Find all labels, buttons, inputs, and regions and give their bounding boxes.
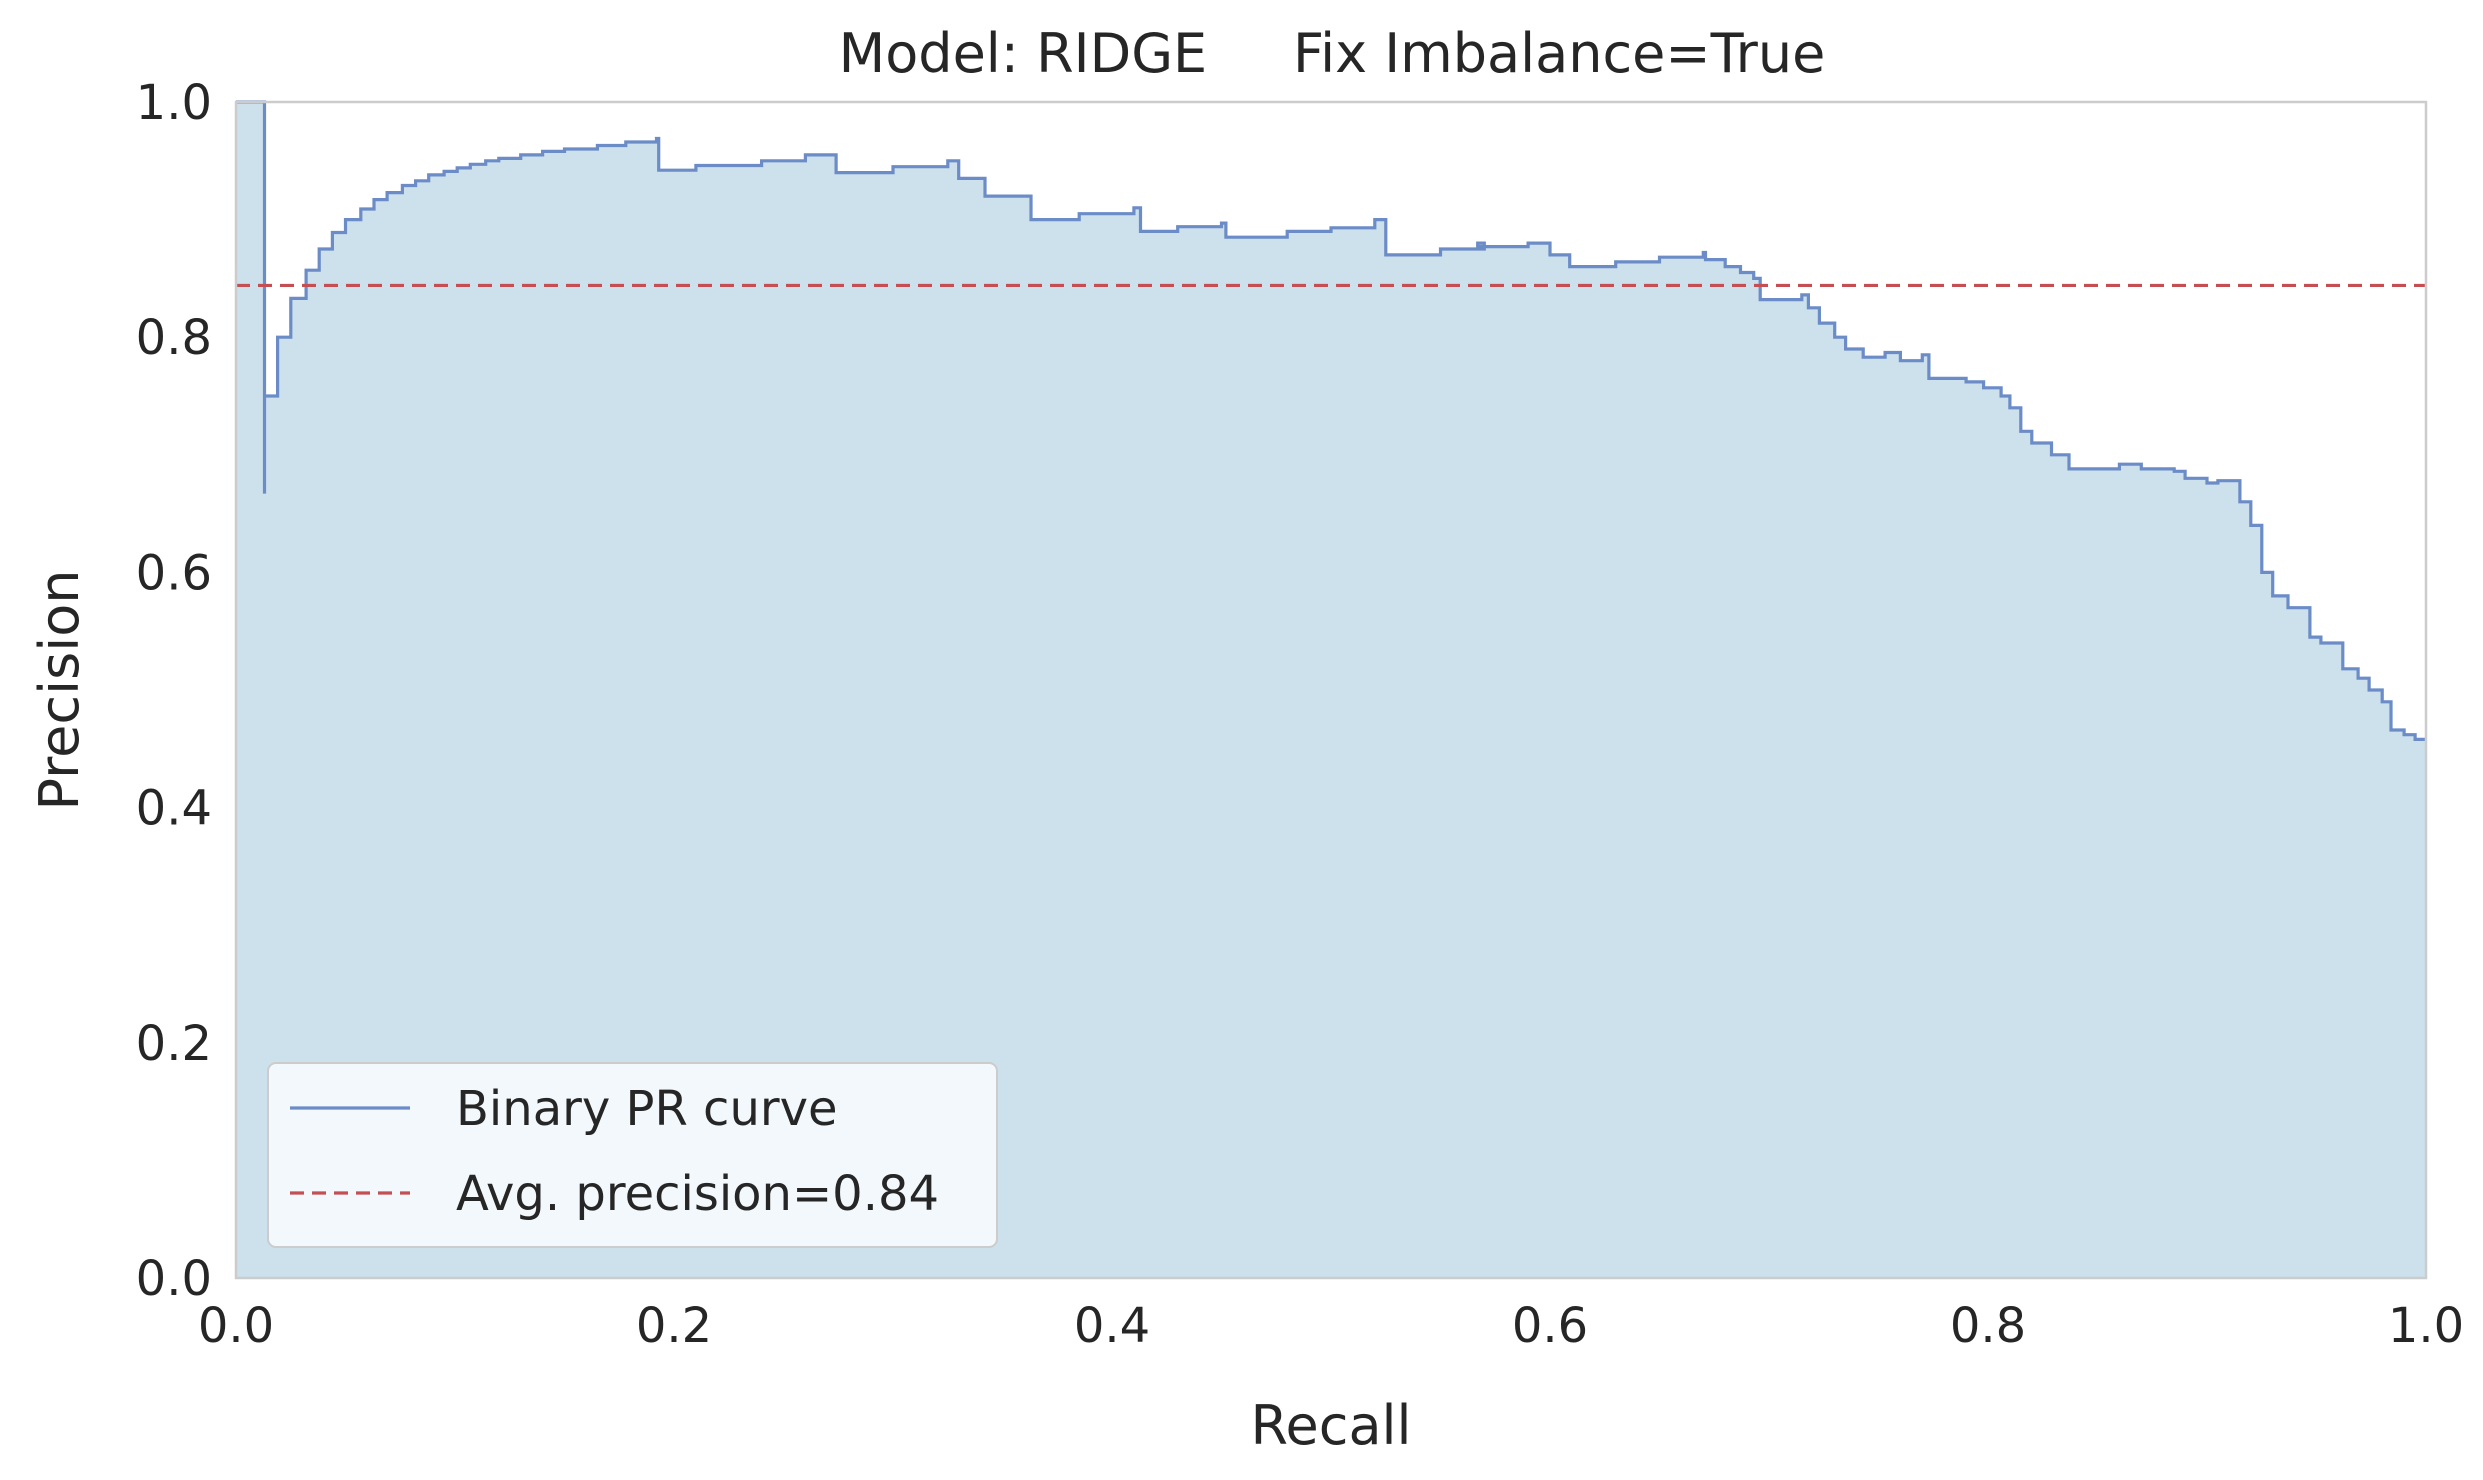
y-axis-ticks: 0.0 0.2 0.4 0.6 0.8 1.0 [136, 75, 212, 1307]
chart-title: Model: RIDGE Fix Imbalance=True [839, 22, 1826, 85]
y-tick-label: 0.0 [136, 1251, 212, 1307]
x-tick-label: 0.8 [1950, 1298, 2026, 1354]
pr-curve-line [236, 100, 2426, 741]
legend-label-pr-curve: Binary PR curve [456, 1081, 838, 1137]
x-tick-label: 0.2 [636, 1298, 712, 1354]
legend-label-avg-precision: Avg. precision=0.84 [456, 1166, 939, 1222]
pr-curve-fill [236, 102, 2426, 1278]
y-tick-label: 0.6 [136, 545, 212, 601]
x-tick-label: 0.6 [1512, 1298, 1588, 1354]
legend: Binary PR curve Avg. precision=0.84 [267, 1062, 998, 1248]
y-tick-label: 1.0 [136, 75, 212, 131]
y-axis-label: Precision [28, 570, 91, 811]
x-tick-label: 1.0 [2388, 1298, 2464, 1354]
x-axis-ticks: 0.0 0.2 0.4 0.6 0.8 1.0 [198, 1298, 2464, 1354]
y-tick-label: 0.8 [136, 310, 212, 366]
x-axis-label: Recall [1250, 1394, 1411, 1457]
x-tick-label: 0.0 [198, 1298, 274, 1354]
y-tick-label: 0.4 [136, 781, 212, 837]
legend-box [267, 1062, 998, 1248]
y-tick-label: 0.2 [136, 1016, 212, 1072]
axes-frame [234, 100, 2428, 1280]
x-tick-label: 0.4 [1074, 1298, 1150, 1354]
